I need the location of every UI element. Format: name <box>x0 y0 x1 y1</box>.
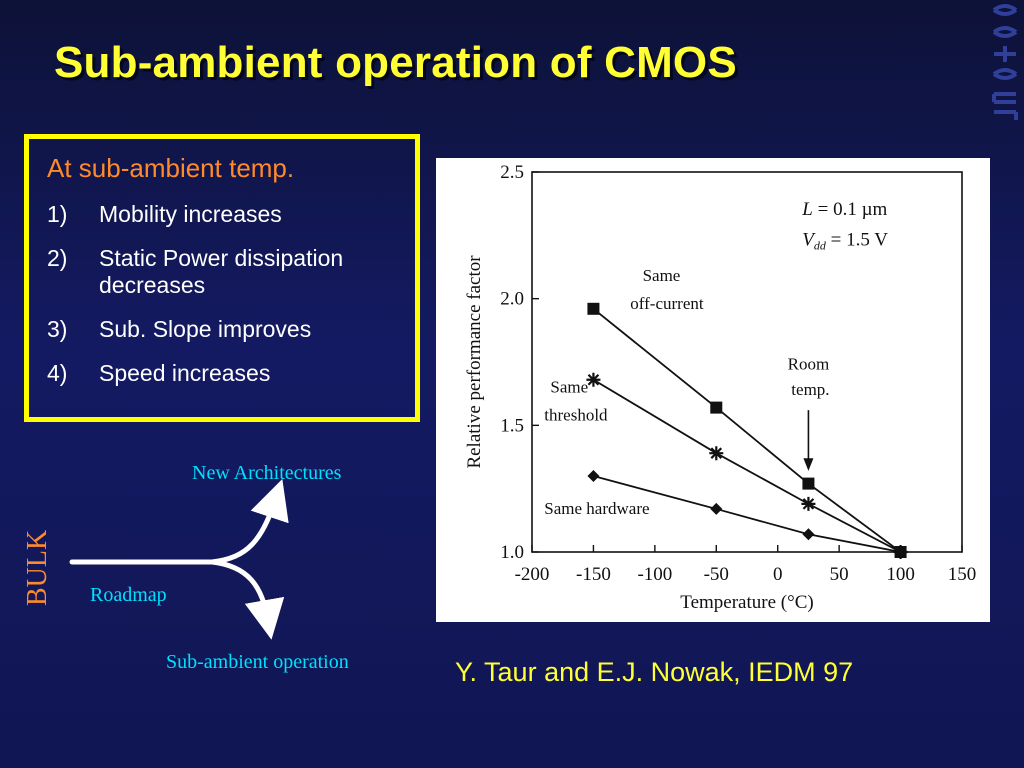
roadmap-diagram <box>69 479 289 640</box>
series-label: Same <box>550 377 588 396</box>
supply-voltage-annotation: Vdd = 1.5 V <box>802 229 888 252</box>
y-tick-label: 2.0 <box>500 289 524 310</box>
list-item-text: Mobility increases <box>99 201 282 227</box>
room-temp-label: temp. <box>791 380 829 399</box>
data-point-star <box>586 372 601 387</box>
gate-length-symbol: L <box>801 199 813 220</box>
list-item-number: 4) <box>47 360 68 386</box>
logo-mark <box>992 4 1018 120</box>
x-tick-label: -50 <box>704 564 729 585</box>
series-label: off-current <box>630 294 704 313</box>
sub-ambient-operation-label: Sub-ambient operation <box>166 651 349 673</box>
data-point-star <box>709 446 724 461</box>
bulk-label: BULK <box>22 529 53 606</box>
roadmap-label: Roadmap <box>90 584 167 606</box>
series-line-0 <box>592 308 902 553</box>
gate-length-value: = 0.1 µm <box>813 199 888 220</box>
arrow-up-branch <box>209 479 289 565</box>
list-item: 4) Speed increases <box>47 360 409 387</box>
list-item: 3) Sub. Slope improves <box>47 316 409 343</box>
arrow-down-branch <box>209 559 285 640</box>
list-item: 2) Static Power dissipation decreases <box>47 245 409 299</box>
performance-chart: -200 -150 -100 -50 0 50 100 150 1.0 1.5 2.0 2.5 Temp… <box>436 158 990 622</box>
x-tick-label: 50 <box>830 564 849 585</box>
x-tick-label: 150 <box>948 564 977 585</box>
data-point-diamond <box>587 470 600 482</box>
room-temp-arrow-head <box>803 458 814 471</box>
citation: Y. Taur and E.J. Nowak, IEDM 97 <box>455 657 854 687</box>
data-point-square <box>710 401 723 414</box>
bullet-box: At sub-ambient temp. 1) Mobility increas… <box>24 134 420 422</box>
supply-voltage-symbol: V <box>802 229 816 250</box>
list-item-text: Sub. Slope improves <box>99 316 312 342</box>
x-tick-label: -150 <box>576 564 611 585</box>
series-line-1 <box>592 378 901 553</box>
list-item-text: Speed increases <box>99 360 271 386</box>
x-tick-label: 0 <box>773 564 783 585</box>
data-point-diamond <box>710 502 723 515</box>
y-axis-label: Relative performance factor <box>464 255 485 469</box>
room-temp-label: Room <box>788 355 830 374</box>
series-label: threshold <box>544 405 608 424</box>
y-tick-label: 1.0 <box>500 542 524 563</box>
x-tick-label: 100 <box>886 564 915 585</box>
bullet-list: 1) Mobility increases 2) Static Power di… <box>47 201 409 404</box>
box-heading: At sub-ambient temp. <box>47 153 295 183</box>
list-item: 1) Mobility increases <box>47 201 409 228</box>
data-point-square <box>587 302 600 315</box>
data-point-diamond <box>894 546 907 558</box>
list-item-number: 3) <box>47 316 68 342</box>
y-tick-label: 2.5 <box>500 162 524 183</box>
supply-voltage-subscript: dd <box>814 238 827 252</box>
chart-svg: -200 -150 -100 -50 0 50 100 150 1.0 1.5 2.0 2.5 Temp… <box>464 162 977 613</box>
data-point-square <box>802 477 815 490</box>
new-architectures-label: New Architectures <box>192 462 342 484</box>
list-item-text: Static Power dissipation decreases <box>99 245 344 298</box>
list-item-number: 2) <box>47 245 68 271</box>
plot-frame <box>531 171 963 553</box>
slide-title: Sub-ambient operation of CMOS <box>54 38 737 87</box>
gate-length-annotation: L = 0.1 µm <box>801 199 887 220</box>
supply-voltage-value: = 1.5 V <box>826 229 888 250</box>
data-point-star <box>801 496 816 511</box>
x-tick-label: -100 <box>637 564 672 585</box>
list-item-number: 1) <box>47 201 68 227</box>
y-tick-label: 1.5 <box>500 415 524 436</box>
series-label: Same <box>643 266 681 285</box>
x-axis-label: Temperature (°C) <box>680 592 813 613</box>
x-tick-label: -200 <box>515 564 550 585</box>
series-line-2 <box>593 475 901 553</box>
data-point-diamond <box>802 528 815 541</box>
series-label: Same hardware <box>544 499 649 518</box>
